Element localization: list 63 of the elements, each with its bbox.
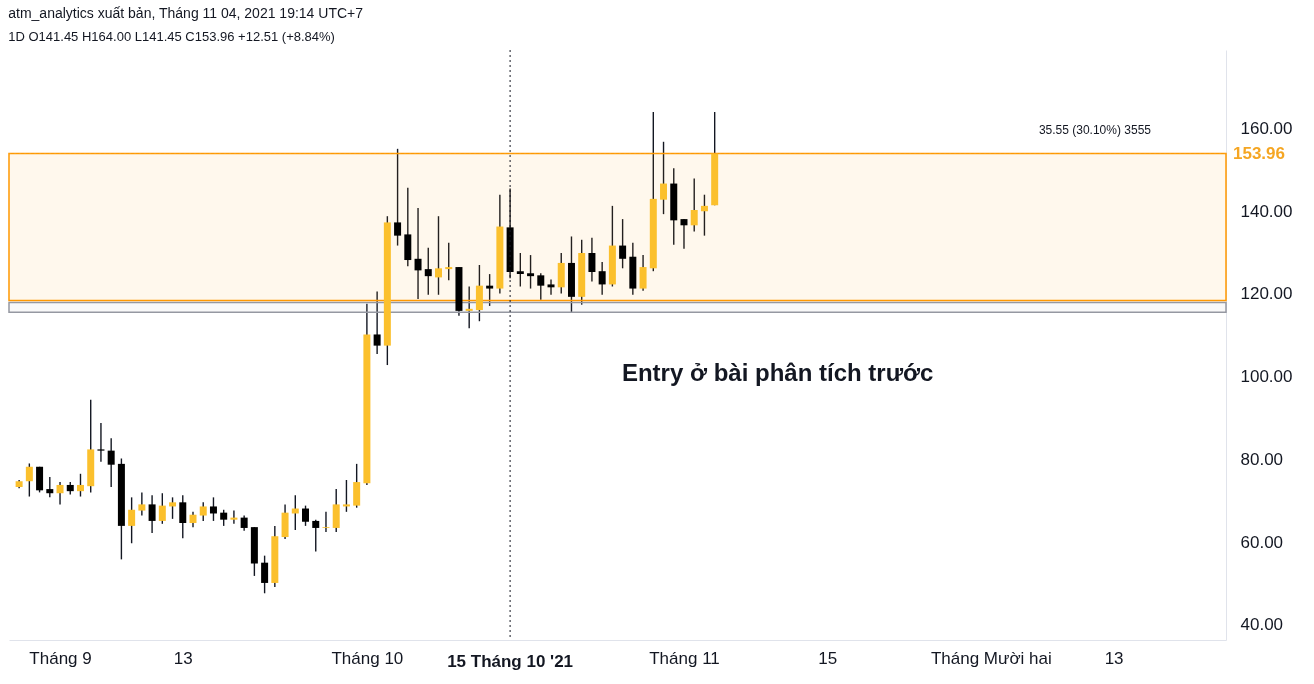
candlestick: [445, 241, 453, 281]
candlestick: [465, 285, 473, 329]
candlestick: [76, 473, 84, 498]
candlestick: [660, 141, 668, 215]
candlestick: [700, 194, 708, 237]
candlestick: [169, 496, 177, 520]
candlestick: [46, 476, 54, 499]
candlestick: [332, 488, 340, 533]
band-label: 35.55 (30.10%) 3555: [1038, 122, 1152, 137]
x-tick-label: Tháng 9: [29, 648, 92, 668]
x-tick-label: Tháng Mười hai: [930, 648, 1052, 668]
candlestick: [598, 261, 606, 296]
candlestick: [138, 491, 146, 517]
candlestick: [342, 479, 350, 513]
ref-line-label: 15 Tháng 10 '21: [447, 652, 574, 671]
x-tick-label: 13: [1104, 648, 1124, 668]
candlestick: [56, 481, 64, 506]
candlestick: [639, 254, 647, 292]
candlestick: [36, 466, 44, 494]
candlestick: [107, 437, 115, 488]
candlestick: [322, 511, 330, 533]
candlestick: [516, 252, 524, 288]
candlestick: [547, 278, 555, 296]
chart-subtitle: 1D O141.45 H164.00 L141.45 C153.96 +12.51 (+8.84%): [8, 28, 335, 44]
candlestick: [302, 504, 310, 527]
candlestick: [527, 254, 535, 290]
x-tick-label: Tháng 11: [649, 648, 720, 668]
candlestick: [353, 463, 361, 509]
x-tick-label: 13: [173, 648, 193, 668]
x-tick-label: Tháng 10: [331, 648, 404, 668]
candlestick: [209, 496, 217, 522]
candlestick: [199, 501, 207, 522]
candlestick: [394, 148, 402, 247]
candlestick: [179, 494, 187, 539]
candlestick: [312, 518, 320, 553]
candlestick: [435, 215, 442, 296]
y-tick-label: 40.00: [1240, 615, 1284, 635]
x-tick-label: 15: [818, 648, 838, 668]
candlestick: [486, 273, 494, 307]
candlestick: [148, 494, 156, 534]
candlestick: [680, 218, 688, 250]
candlestick: [25, 462, 33, 498]
y-tick-label: 80.00: [1240, 449, 1284, 469]
candlestick: [261, 554, 269, 594]
candlestick: [230, 509, 238, 525]
chart-title: atm_analytics xuất bản, Tháng 11 04, 2021 19:14 UTC+7: [8, 4, 364, 21]
candlestick: [97, 422, 105, 463]
ref-line-label: 153.96: [1233, 143, 1285, 163]
candlestick: [158, 492, 166, 525]
y-tick-label: 60.00: [1240, 532, 1284, 552]
candlestick: [128, 496, 136, 544]
candlestick: [588, 237, 596, 283]
y-tick-label: 120.00: [1240, 284, 1293, 304]
candlestick: [619, 218, 627, 269]
candlestick: [414, 207, 422, 300]
candlestick: [424, 246, 432, 296]
y-tick-label: 100.00: [1240, 367, 1293, 387]
candlestick: [690, 177, 698, 233]
annotation: Entry ở bài phân tích trước: [621, 359, 934, 387]
candlestick: [537, 272, 545, 301]
y-tick-label: 140.00: [1240, 201, 1293, 221]
candlestick: [373, 290, 381, 355]
y-tick-label: 160.00: [1240, 119, 1293, 139]
